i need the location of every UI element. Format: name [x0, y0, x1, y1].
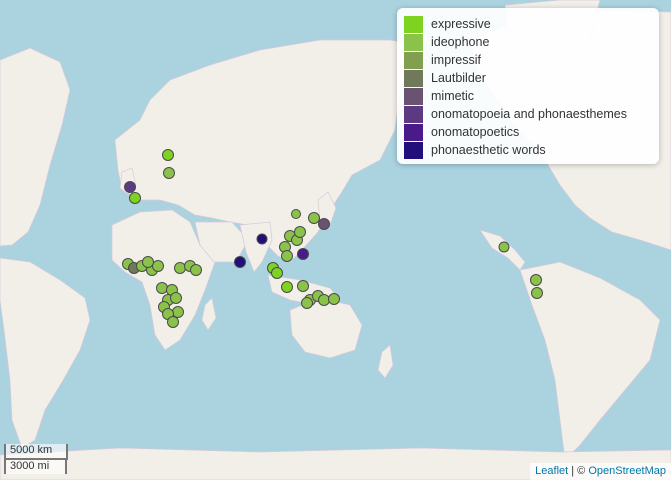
legend-label: impressif	[431, 53, 482, 67]
madagascar	[201, 297, 217, 331]
marker	[308, 212, 320, 224]
marker	[291, 209, 301, 219]
marker	[498, 241, 510, 253]
legend-label: expressive	[431, 17, 491, 31]
legend-item: impressif	[404, 51, 659, 69]
marker	[297, 248, 309, 260]
marker	[174, 262, 186, 274]
leaflet-link[interactable]: Leaflet	[535, 465, 569, 477]
legend-swatch	[404, 141, 423, 159]
legend-swatch	[404, 87, 423, 105]
south-america-east	[519, 261, 661, 461]
legend-swatch	[404, 15, 423, 33]
marker	[129, 192, 141, 204]
marker	[328, 293, 340, 305]
marker	[318, 294, 330, 306]
attribution: Leaflet | © OpenStreetMap	[530, 463, 671, 480]
attribution-separator: | ©	[568, 465, 589, 477]
marker	[162, 149, 174, 161]
legend-label: onomatopoeia and phonaesthemes	[431, 107, 627, 121]
marker	[256, 233, 268, 245]
marker	[142, 256, 154, 268]
marker	[281, 250, 293, 262]
marker	[152, 260, 164, 272]
osm-link[interactable]: OpenStreetMap	[588, 465, 666, 477]
marker	[156, 282, 168, 294]
legend-label: onomatopoetics	[431, 125, 520, 139]
marker	[297, 280, 309, 292]
legend-item: phonaesthetic words	[404, 141, 659, 159]
marker	[531, 287, 543, 299]
legend-swatch	[404, 51, 423, 69]
legend-swatch	[404, 123, 423, 141]
legend-item: mimetic	[404, 87, 659, 105]
antarctica	[0, 447, 671, 480]
legend-item: ideophone	[404, 33, 659, 51]
marker	[190, 264, 202, 276]
legend-swatch	[404, 69, 423, 87]
marker	[271, 267, 283, 279]
marker	[294, 226, 306, 238]
scale-mi: 3000 mi	[4, 458, 67, 474]
marker	[281, 281, 293, 293]
north-america-west	[0, 47, 71, 247]
scale-control: 5000 km 3000 mi	[4, 444, 68, 474]
legend-label: phonaesthetic words	[431, 143, 546, 157]
legend-item: expressive	[404, 15, 659, 33]
legend-label: mimetic	[431, 89, 475, 103]
marker	[167, 316, 179, 328]
legend-item: onomatopoeia and phonaesthemes	[404, 105, 659, 123]
legend-item: onomatopoetics	[404, 123, 659, 141]
south-america	[0, 257, 91, 449]
marker	[301, 297, 313, 309]
markers	[122, 149, 543, 328]
legend: expressive ideophone impressif Lautbilder mi…	[397, 8, 659, 164]
marker	[318, 218, 330, 230]
marker	[234, 256, 246, 268]
australia	[289, 297, 363, 359]
marker	[172, 306, 184, 318]
legend-item: Lautbilder	[404, 69, 659, 87]
marker	[530, 274, 542, 286]
marker	[170, 292, 182, 304]
marker	[163, 167, 175, 179]
new-zealand	[377, 344, 394, 379]
legend-swatch	[404, 33, 423, 51]
legend-swatch	[404, 105, 423, 123]
africa	[111, 209, 216, 351]
legend-label: Lautbilder	[431, 71, 486, 85]
scale-km: 5000 km	[4, 444, 68, 460]
marker	[124, 181, 136, 193]
legend-label: ideophone	[431, 35, 490, 49]
